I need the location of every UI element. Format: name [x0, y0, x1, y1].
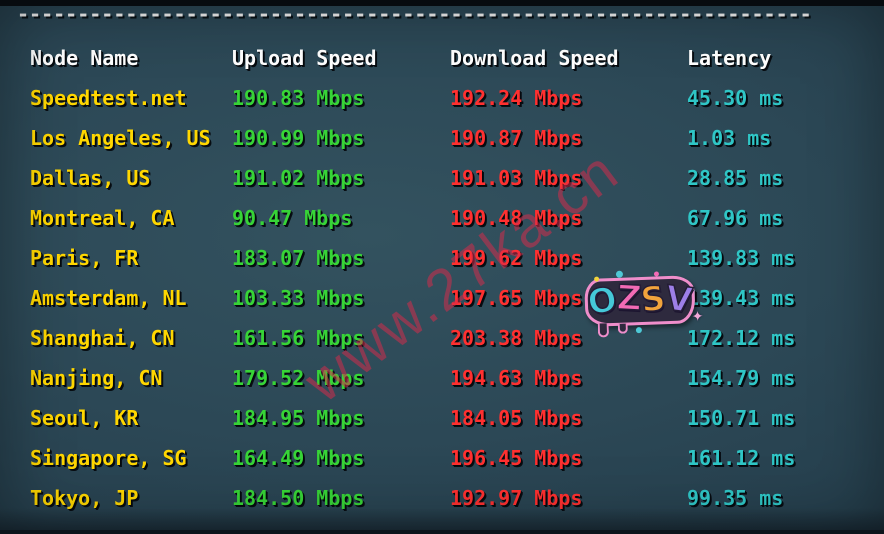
table-row: Amsterdam, NL 103.33 Mbps 197.65 Mbps 13…: [30, 278, 884, 318]
node-name-cell: Seoul, KR: [30, 406, 139, 430]
latency-cell: 150.71 ms: [687, 406, 796, 430]
latency-cell: 28.85 ms: [687, 166, 784, 190]
node-name-cell: Paris, FR: [30, 246, 139, 270]
table-row: Singapore, SG 164.49 Mbps 196.45 Mbps 16…: [30, 438, 884, 478]
upload-speed-cell: 103.33 Mbps: [232, 286, 365, 310]
download-speed-cell: 199.62 Mbps: [450, 246, 583, 270]
latency-cell: 139.43 ms: [687, 286, 796, 310]
download-speed-cell: 192.97 Mbps: [450, 486, 583, 510]
header-latency: Latency: [687, 46, 772, 70]
sticker-letter-v: V: [662, 277, 695, 322]
ozsv-sticker: O Z S V ✦: [582, 270, 704, 338]
table-header-row: Node Name Upload Speed Download Speed La…: [30, 38, 884, 78]
latency-cell: 67.96 ms: [687, 206, 784, 230]
latency-cell: 161.12 ms: [687, 446, 796, 470]
node-name-cell: Los Angeles, US: [30, 126, 211, 150]
node-name-cell: Amsterdam, NL: [30, 286, 187, 310]
header-node-name: Node Name: [30, 46, 139, 70]
sparkle-icon: ✦: [691, 308, 704, 326]
header-upload-speed: Upload Speed: [232, 46, 377, 70]
download-speed-cell: 190.87 Mbps: [450, 126, 583, 150]
table-row: Paris, FR 183.07 Mbps 199.62 Mbps 139.83…: [30, 238, 884, 278]
latency-cell: 99.35 ms: [687, 486, 784, 510]
node-name-cell: Singapore, SG: [30, 446, 187, 470]
table-rows: Speedtest.net 190.83 Mbps 192.24 Mbps 45…: [30, 78, 884, 518]
latency-cell: 1.03 ms: [687, 126, 772, 150]
table-row: Dallas, US 191.02 Mbps 191.03 Mbps 28.85…: [30, 158, 884, 198]
sticker-letter-o: O: [584, 278, 621, 324]
node-name-cell: Nanjing, CN: [30, 366, 163, 390]
upload-speed-cell: 179.52 Mbps: [232, 366, 365, 390]
node-name-cell: Tokyo, JP: [30, 486, 139, 510]
table-row: Nanjing, CN 179.52 Mbps 194.63 Mbps 154.…: [30, 358, 884, 398]
sticker-letters: O Z S V: [582, 271, 698, 329]
upload-speed-cell: 190.99 Mbps: [232, 126, 365, 150]
table-row: Montreal, CA 90.47 Mbps 190.48 Mbps 67.9…: [30, 198, 884, 238]
upload-speed-cell: 191.02 Mbps: [232, 166, 365, 190]
table-row: Seoul, KR 184.95 Mbps 184.05 Mbps 150.71…: [30, 398, 884, 438]
table-row: Speedtest.net 190.83 Mbps 192.24 Mbps 45…: [30, 78, 884, 118]
upload-speed-cell: 184.95 Mbps: [232, 406, 365, 430]
download-speed-cell: 194.63 Mbps: [450, 366, 583, 390]
upload-speed-cell: 161.56 Mbps: [232, 326, 365, 350]
speedtest-results-table: Node Name Upload Speed Download Speed La…: [30, 38, 884, 518]
node-name-cell: Speedtest.net: [30, 86, 187, 110]
top-edge-bar: [0, 0, 884, 6]
table-row: Los Angeles, US 190.99 Mbps 190.87 Mbps …: [30, 118, 884, 158]
download-speed-cell: 197.65 Mbps: [450, 286, 583, 310]
upload-speed-cell: 90.47 Mbps: [232, 206, 353, 230]
table-row: Tokyo, JP 184.50 Mbps 192.97 Mbps 99.35 …: [30, 478, 884, 518]
separator-dashed-line: ----------------------------------------…: [17, 3, 812, 25]
latency-cell: 139.83 ms: [687, 246, 796, 270]
upload-speed-cell: 190.83 Mbps: [232, 86, 365, 110]
node-name-cell: Montreal, CA: [30, 206, 175, 230]
download-speed-cell: 184.05 Mbps: [450, 406, 583, 430]
download-speed-cell: 192.24 Mbps: [450, 86, 583, 110]
header-download-speed: Download Speed: [450, 46, 619, 70]
bottom-fade: [0, 508, 884, 534]
node-name-cell: Dallas, US: [30, 166, 151, 190]
download-speed-cell: 203.38 Mbps: [450, 326, 583, 350]
download-speed-cell: 191.03 Mbps: [450, 166, 583, 190]
latency-cell: 45.30 ms: [687, 86, 784, 110]
upload-speed-cell: 183.07 Mbps: [232, 246, 365, 270]
sticker-dot: [635, 327, 643, 334]
latency-cell: 172.12 ms: [687, 326, 796, 350]
table-row: Shanghai, CN 161.56 Mbps 203.38 Mbps 172…: [30, 318, 884, 358]
latency-cell: 154.79 ms: [687, 366, 796, 390]
upload-speed-cell: 184.50 Mbps: [232, 486, 365, 510]
upload-speed-cell: 164.49 Mbps: [232, 446, 365, 470]
download-speed-cell: 190.48 Mbps: [450, 206, 583, 230]
bottom-edge-bar: [0, 530, 884, 534]
node-name-cell: Shanghai, CN: [30, 326, 175, 350]
download-speed-cell: 196.45 Mbps: [450, 446, 583, 470]
